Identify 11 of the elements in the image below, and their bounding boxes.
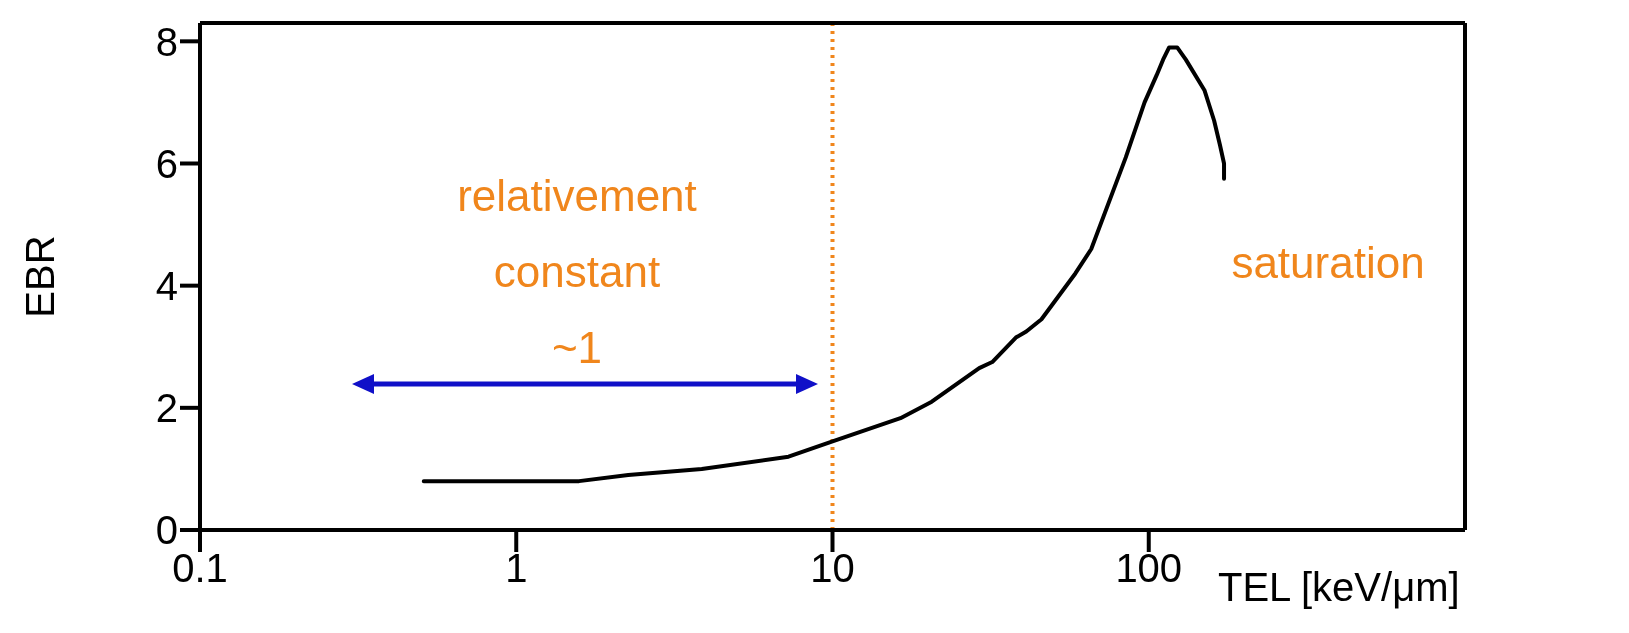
- annotation: saturation: [1230, 237, 1426, 289]
- y-axis-title: EBR: [18, 235, 63, 318]
- y-tick-label: 4: [155, 263, 178, 308]
- y-tick-label: 8: [155, 19, 178, 64]
- x-tick-label: 100: [1115, 546, 1183, 591]
- x-tick-label: 10: [810, 546, 855, 591]
- y-tick-label: 2: [155, 386, 178, 431]
- x-tick-label: 1: [505, 546, 528, 591]
- x-axis-title: TEL [keV/μm]: [1218, 564, 1460, 610]
- y-tick-label: 6: [155, 141, 178, 186]
- annotation: relativement constant ~1: [456, 170, 698, 374]
